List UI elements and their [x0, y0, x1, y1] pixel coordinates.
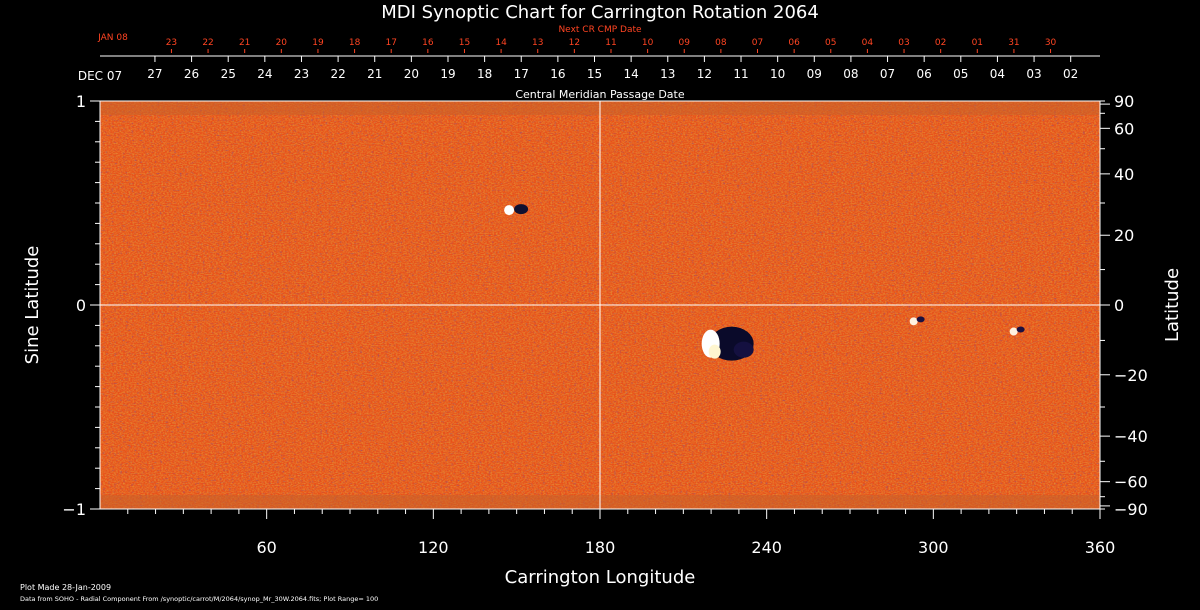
next-cmp-day-label: 17 [385, 38, 396, 48]
next-cmp-day-label: 02 [935, 38, 946, 48]
y-right-tick-label: 20 [1114, 226, 1134, 245]
next-cmp-day-label: 23 [166, 38, 177, 48]
positive-polarity-lobe [708, 344, 721, 359]
cmp-day-label: 14 [623, 67, 638, 81]
cmp-day-label: 24 [257, 67, 272, 81]
cmp-day-label: 03 [1026, 67, 1041, 81]
cmp-day-label: 05 [953, 67, 968, 81]
next-cmp-day-label: 10 [642, 38, 654, 48]
y-right-tick-label: −90 [1114, 500, 1148, 519]
chart-title: MDI Synoptic Chart for Carrington Rotati… [381, 2, 819, 23]
cmp-day-label: 20 [404, 67, 419, 81]
next-cmp-day-label: 12 [569, 38, 580, 48]
cmp-day-label: 10 [770, 67, 785, 81]
cmp-day-label: 21 [367, 67, 382, 81]
x-tick-label: 360 [1085, 538, 1116, 557]
positive-polarity [1009, 327, 1018, 336]
cmp-day-label: 07 [880, 67, 895, 81]
small-region-far-east [1009, 326, 1025, 336]
next-cmp-day-label: 21 [239, 38, 250, 48]
cmp-day-label: 26 [184, 67, 199, 81]
y-left-tick-label: −1 [62, 500, 86, 519]
next-cmp-day-label: 15 [459, 38, 470, 48]
next-cmp-day-label: 04 [862, 38, 874, 48]
x-axis-label: Carrington Longitude [505, 567, 696, 588]
cmp-day-label: 23 [294, 67, 309, 81]
cmp-day-label: 06 [917, 67, 932, 81]
active-region-north [504, 204, 529, 216]
cmp-day-label: 12 [697, 67, 712, 81]
x-tick-label: 120 [418, 538, 449, 557]
y-axis-label-left: Sine Latitude [22, 246, 43, 365]
y-right-tick-label: 40 [1114, 165, 1134, 184]
next-cmp-day-label: 30 [1045, 38, 1057, 48]
next-cmp-day-label: 05 [825, 38, 836, 48]
y-left-tick-label: 0 [76, 296, 86, 315]
negative-polarity-lobe [733, 341, 754, 358]
cmp-day-label: 04 [990, 67, 1005, 81]
cmp-day-label: 22 [330, 67, 345, 81]
next-cmp-axis-label: Next CR CMP Date [558, 25, 642, 35]
next-cmp-day-label: 06 [788, 38, 800, 48]
y-axis-label-right: Latitude [1162, 268, 1183, 342]
cmp-day-label: 16 [550, 67, 565, 81]
small-region-east [909, 316, 925, 326]
axes: 60 120 180 240 300 36010−1906040200−20−40−60−… [62, 33, 1147, 557]
next-cmp-day-label: 22 [202, 38, 213, 48]
cmp-day-label: 08 [843, 67, 858, 81]
cmp-start-label: DEC 07 [78, 69, 122, 83]
negative-polarity [916, 316, 925, 323]
next-cmp-day-label: 11 [605, 38, 616, 48]
cmp-day-label: 19 [440, 67, 455, 81]
footer-plot-made: Plot Made 28-Jan-2009 [20, 583, 111, 592]
footer-data-source: Data from SOHO - Radial Component From /… [20, 595, 378, 603]
cmp-day-label: 17 [514, 67, 529, 81]
next-cmp-day-label: 13 [532, 38, 543, 48]
next-cmp-day-label: 14 [495, 38, 507, 48]
next-cmp-day-label: 18 [349, 38, 361, 48]
negative-polarity [1016, 326, 1025, 333]
cmp-day-label: 13 [660, 67, 675, 81]
active-region-large [701, 326, 754, 361]
x-tick-label: 180 [585, 538, 616, 557]
positive-polarity [504, 205, 515, 216]
plot-area [100, 101, 1100, 509]
cmp-day-label: 09 [807, 67, 822, 81]
next-cmp-day-label: 09 [679, 38, 691, 48]
y-right-tick-label: 90 [1114, 92, 1134, 111]
next-cmp-day-label: 16 [422, 38, 434, 48]
cmp-day-label: 27 [147, 67, 162, 81]
y-right-tick-label: −40 [1114, 427, 1148, 446]
next-cmp-day-label: 19 [312, 38, 324, 48]
next-cmp-day-label: 07 [752, 38, 763, 48]
y-right-tick-label: −20 [1114, 366, 1148, 385]
y-left-tick-label: 1 [76, 92, 86, 111]
cmp-day-label: 02 [1063, 67, 1078, 81]
positive-polarity [909, 317, 918, 326]
cmp-day-label: 11 [733, 67, 748, 81]
x-tick-label: 300 [918, 538, 949, 557]
y-right-tick-label: 60 [1114, 119, 1134, 138]
next-cmp-start-label: JAN 08 [97, 33, 128, 43]
cmp-day-label: 25 [221, 67, 236, 81]
next-cmp-day-label: 08 [715, 38, 727, 48]
next-cmp-day-label: 20 [276, 38, 288, 48]
cmp-day-label: 18 [477, 67, 492, 81]
x-tick-label: 60 [256, 538, 276, 557]
negative-polarity [514, 204, 529, 215]
next-cmp-day-label: 01 [972, 38, 983, 48]
y-right-tick-label: −60 [1114, 473, 1148, 492]
cmp-day-label: 15 [587, 67, 602, 81]
next-cmp-day-label: 03 [898, 38, 909, 48]
next-cmp-day-label: 31 [1008, 38, 1019, 48]
cmp-axis-label: Central Meridian Passage Date [515, 88, 684, 101]
y-right-tick-label: 0 [1114, 296, 1124, 315]
x-tick-label: 240 [751, 538, 782, 557]
